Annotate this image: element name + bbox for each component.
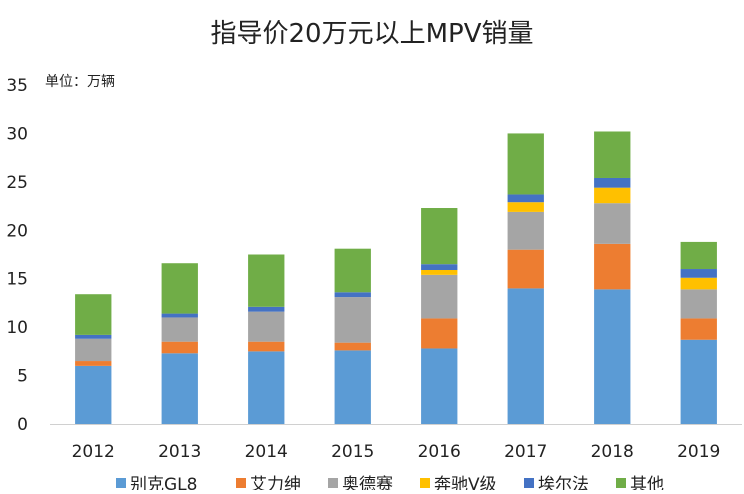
legend: 别克GL8 艾力绅 奥德赛 奔驰V级 埃尔法 其他: [116, 474, 664, 494]
bar-segment: [421, 348, 458, 424]
bar-segment: [507, 211, 544, 250]
legend-swatch: [328, 478, 338, 488]
bar-segment: [507, 202, 544, 212]
bar-segment: [161, 263, 198, 314]
bar-segment: [421, 270, 458, 275]
x-tick-label: 2019: [677, 442, 720, 462]
bar-segment: [248, 341, 285, 352]
bar-segment: [680, 318, 717, 340]
y-tick-label: 30: [6, 124, 28, 144]
bar-segment: [75, 365, 112, 424]
legend-label: 艾力绅: [250, 475, 301, 490]
legend-swatch: [116, 478, 126, 488]
y-tick-label: 25: [6, 173, 28, 193]
bar-segment: [507, 194, 544, 203]
bar-segment: [594, 203, 631, 244]
x-tick-label: 2014: [245, 442, 288, 462]
legend-swatch: [524, 478, 534, 488]
x-axis: 2012 2013 2014 2015 2016 2017 2018 2019: [50, 424, 742, 462]
bar-segment: [680, 289, 717, 319]
chart-title: 指导价20万元以上MPV销量: [211, 19, 534, 49]
bar-segment: [161, 317, 198, 342]
unit-label: 单位：万辆: [45, 74, 115, 90]
y-tick-label: 15: [6, 270, 28, 290]
legend-label: 奔驰V级: [434, 475, 497, 490]
bar-segment: [507, 249, 544, 289]
bar-segment: [161, 341, 198, 354]
bar-segment: [594, 131, 631, 178]
bar-segment: [161, 353, 198, 424]
y-tick-label: 10: [6, 318, 28, 338]
bar-segment: [161, 313, 198, 318]
legend-swatch: [420, 478, 430, 488]
x-tick-label: 2015: [331, 442, 374, 462]
bar-segment: [334, 350, 371, 424]
y-tick-label: 5: [17, 367, 28, 387]
x-tick-label: 2016: [418, 442, 461, 462]
bar-segment: [594, 289, 631, 424]
bar-segment: [75, 334, 112, 339]
bar-segment: [75, 294, 112, 335]
y-tick-label: 35: [6, 76, 28, 96]
bar-segment: [421, 274, 458, 319]
y-tick-label: 20: [6, 221, 28, 241]
bar-segment: [594, 243, 631, 290]
bars-group: [75, 131, 717, 424]
bar-segment: [421, 318, 458, 349]
bar-segment: [248, 306, 285, 312]
bar-segment: [680, 241, 717, 270]
legend-swatch: [616, 478, 626, 488]
bar-segment: [680, 339, 717, 424]
bar-segment: [334, 297, 371, 343]
bar-segment: [75, 361, 112, 366]
legend-label: 奥德赛: [342, 474, 393, 490]
x-tick-label: 2017: [504, 442, 547, 462]
x-tick-label: 2012: [72, 442, 115, 462]
bar-segment: [421, 208, 458, 265]
bar-segment: [594, 177, 631, 188]
y-axis: 0 5 10 15 20 25 30 35: [6, 76, 28, 435]
x-tick-label: 2018: [591, 442, 634, 462]
bar-segment: [594, 187, 631, 204]
x-tick-label: 2013: [158, 442, 201, 462]
bar-segment: [507, 133, 544, 195]
bar-segment: [334, 248, 371, 293]
legend-label: 别克GL8: [130, 475, 197, 490]
bar-segment: [507, 288, 544, 424]
bar-segment: [421, 264, 458, 270]
bar-segment: [334, 292, 371, 298]
bar-segment: [680, 277, 717, 290]
bar-segment: [334, 342, 371, 351]
legend-swatch: [236, 478, 246, 488]
bar-segment: [680, 269, 717, 278]
legend-label: 埃尔法: [538, 475, 589, 490]
bar-segment: [248, 254, 285, 307]
bar-segment: [248, 351, 285, 424]
legend-label: 其他: [630, 475, 664, 490]
y-tick-label: 0: [17, 415, 28, 435]
bar-segment: [75, 338, 112, 362]
bar-segment: [248, 311, 285, 342]
